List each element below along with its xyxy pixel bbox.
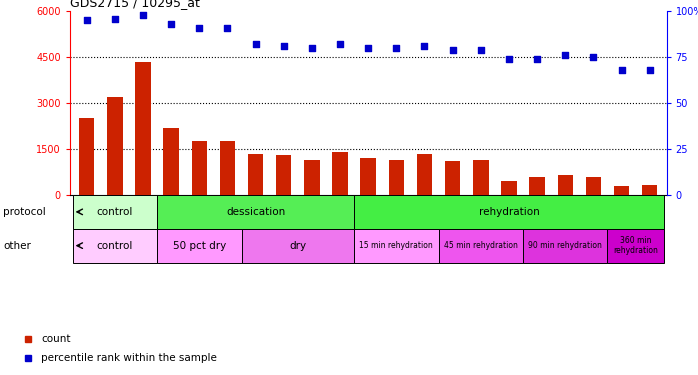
Bar	[586, 177, 601, 195]
Bar	[354, 195, 664, 229]
Bar	[445, 161, 461, 195]
Point	[222, 25, 233, 31]
Bar	[607, 229, 664, 262]
Point	[447, 47, 458, 53]
Point	[419, 43, 430, 49]
Bar	[354, 229, 438, 262]
Text: 90 min rehydration: 90 min rehydration	[528, 241, 602, 250]
Text: 45 min rehydration: 45 min rehydration	[444, 241, 518, 250]
Text: control: control	[96, 207, 133, 217]
Bar	[614, 186, 630, 195]
Bar	[135, 62, 151, 195]
Point	[644, 67, 655, 73]
Bar	[360, 158, 376, 195]
Point	[362, 45, 373, 51]
Text: 50 pct dry: 50 pct dry	[172, 241, 226, 250]
Bar	[107, 97, 123, 195]
Bar	[220, 141, 235, 195]
Point	[588, 54, 599, 60]
Bar	[73, 229, 157, 262]
Text: 360 min
rehydration: 360 min rehydration	[613, 236, 658, 255]
Bar	[523, 229, 607, 262]
Bar	[529, 177, 545, 195]
Point	[110, 16, 121, 22]
Point	[560, 53, 571, 58]
Point	[194, 25, 205, 31]
Bar	[73, 195, 157, 229]
Bar	[242, 229, 354, 262]
Bar	[157, 229, 242, 262]
Point	[334, 41, 346, 47]
Bar	[501, 181, 517, 195]
Text: dessication: dessication	[226, 207, 285, 217]
Text: GDS2715 / 10295_at: GDS2715 / 10295_at	[70, 0, 200, 9]
Bar	[157, 195, 354, 229]
Text: other: other	[3, 241, 31, 250]
Bar	[438, 229, 523, 262]
Point	[165, 21, 177, 27]
Text: percentile rank within the sample: percentile rank within the sample	[41, 353, 217, 363]
Text: protocol: protocol	[3, 207, 46, 217]
Bar	[163, 128, 179, 195]
Bar	[248, 154, 263, 195]
Point	[279, 43, 290, 49]
Point	[81, 17, 92, 23]
Bar	[417, 154, 432, 195]
Point	[391, 45, 402, 51]
Bar	[389, 160, 404, 195]
Point	[503, 56, 514, 62]
Text: control: control	[96, 241, 133, 250]
Bar	[332, 152, 348, 195]
Bar	[642, 185, 658, 195]
Bar	[276, 155, 292, 195]
Bar	[473, 160, 489, 195]
Point	[475, 47, 487, 53]
Text: rehydration: rehydration	[479, 207, 540, 217]
Point	[531, 56, 542, 62]
Bar	[304, 160, 320, 195]
Point	[616, 67, 627, 73]
Point	[250, 41, 261, 47]
Bar	[79, 118, 94, 195]
Point	[306, 45, 318, 51]
Bar	[558, 175, 573, 195]
Text: count: count	[41, 334, 70, 344]
Text: 15 min rehydration: 15 min rehydration	[359, 241, 433, 250]
Text: dry: dry	[289, 241, 306, 250]
Point	[138, 12, 149, 18]
Bar	[191, 141, 207, 195]
